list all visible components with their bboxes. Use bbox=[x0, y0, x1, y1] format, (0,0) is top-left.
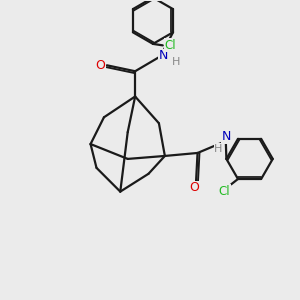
Text: N: N bbox=[222, 130, 231, 143]
Text: O: O bbox=[95, 59, 105, 72]
Text: Cl: Cl bbox=[164, 39, 176, 52]
Text: H: H bbox=[214, 143, 223, 154]
Text: N: N bbox=[159, 49, 168, 62]
Text: O: O bbox=[189, 181, 199, 194]
Text: Cl: Cl bbox=[219, 185, 230, 198]
Text: H: H bbox=[172, 57, 180, 67]
